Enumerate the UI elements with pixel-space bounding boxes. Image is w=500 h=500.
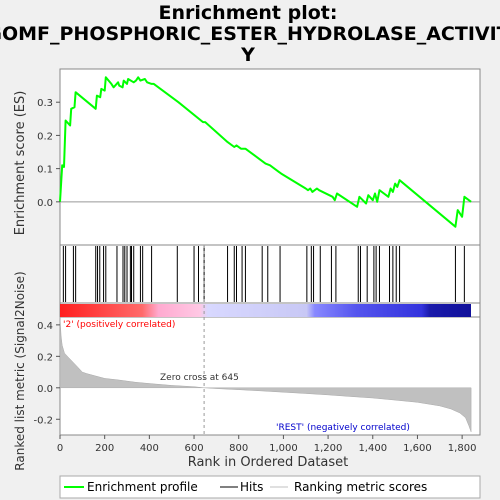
metric-layer	[59, 245, 472, 435]
ranked-list-color-bar	[60, 304, 471, 317]
es-y-tick-label-2: 0.2	[37, 131, 53, 142]
negative-correlation-label: 'REST' (negatively correlated)	[276, 423, 410, 433]
x-tick-label-9: 1,800	[448, 443, 477, 454]
legend-profile-label: Enrichment profile	[87, 480, 198, 494]
ranking-metric-area	[59, 316, 472, 432]
x-tick-label-8: 1,600	[403, 443, 432, 454]
es-y-tick-label-3: 0.3	[37, 98, 53, 109]
es-y-tick-label-0: 0.0	[37, 198, 53, 209]
axes-layer: 0 200 400 600 800 1,000 1,200 1,400 1,600 1,800 0.…	[33, 98, 476, 454]
metric-y-tick-label-2: 0.2	[37, 352, 53, 363]
x-tick-label-2: 400	[140, 443, 159, 454]
metric-y-tick-label-1: 0.0	[37, 384, 53, 395]
x-tick-label-6: 1,200	[314, 443, 343, 454]
x-tick-label-4: 800	[229, 443, 248, 454]
positive-correlation-label: '2' (positively correlated)	[63, 320, 175, 330]
es-panel	[59, 68, 481, 246]
enrichment-profile-line	[59, 76, 472, 228]
x-tick-label-7: 1,400	[358, 443, 387, 454]
chart-title-line-2: GOMF_PHOSPHORIC_ESTER_HYDROLASE_ACTIVIT	[0, 23, 500, 45]
x-tick-label-5: 1,000	[269, 443, 298, 454]
x-tick-label-0: 0	[57, 443, 63, 454]
metric-y-tick-label-0: -0.2	[33, 415, 53, 426]
metric-panel	[59, 316, 481, 436]
es-y-tick-label-1: 0.1	[37, 165, 53, 176]
x-tick-label-3: 600	[184, 443, 203, 454]
metric-y-tick-label-3: 0.4	[37, 321, 53, 332]
legend-metric-label: Ranking metric scores	[294, 480, 427, 494]
zero-cross-label: Zero cross at 645	[160, 373, 239, 383]
chart-title-line-3: Y	[240, 44, 255, 66]
legend-hits-label: Hits	[240, 480, 263, 494]
hits-layer	[62, 246, 465, 302]
x-axis-label: Rank in Ordered Dataset	[188, 455, 349, 470]
x-tick-label-1: 200	[95, 443, 114, 454]
es-layer	[59, 76, 480, 228]
es-y-axis-label: Enrichment score (ES)	[13, 91, 28, 236]
metric-y-axis-label: Ranked list metric (Signal2Noise)	[13, 271, 27, 470]
chart-title-line-1: Enrichment plot:	[159, 2, 338, 24]
